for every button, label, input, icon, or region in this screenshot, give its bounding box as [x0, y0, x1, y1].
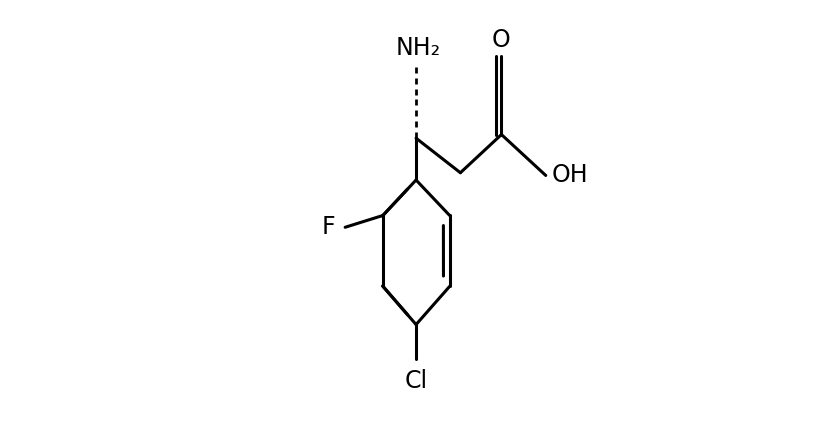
- Text: OH: OH: [551, 163, 588, 187]
- Text: O: O: [492, 29, 510, 53]
- Text: Cl: Cl: [404, 369, 428, 393]
- Text: NH₂: NH₂: [395, 36, 440, 60]
- Text: F: F: [322, 215, 335, 239]
